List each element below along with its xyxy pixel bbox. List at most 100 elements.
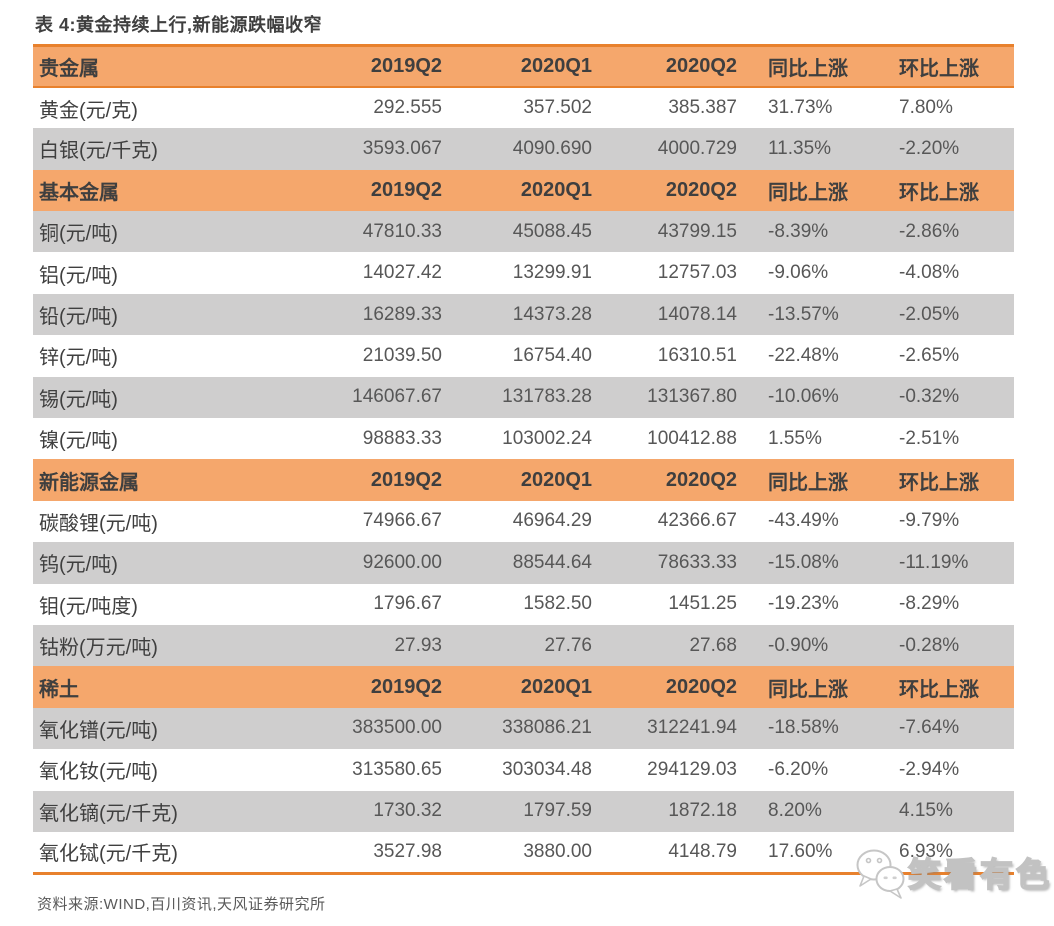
value-cell: -2.86% xyxy=(888,211,1014,253)
value-cell: 3593.067 xyxy=(337,128,443,170)
column-header: 环比上涨 xyxy=(888,666,1014,708)
value-cell: 103002.24 xyxy=(502,427,592,449)
value-cell: 13299.91 xyxy=(512,262,592,284)
value-cell: 4.15% xyxy=(888,790,1014,832)
value-cell: -2.05% xyxy=(888,293,1014,336)
value-cell: 3527.98 xyxy=(373,840,442,862)
column-header: 2019Q2 xyxy=(337,45,443,88)
section-header-row: 贵金属 2019Q2 2020Q1 2020Q2 同比上涨 环比上涨 xyxy=(33,45,1014,88)
watermark: 笑看有色 xyxy=(854,846,1052,902)
row-label-cell: 氧化镝(元/千克) xyxy=(33,790,337,832)
table-row: 钼(元/吨度) 1796.67 1582.50 1451.25 -19.23% -8.29… xyxy=(33,584,1014,625)
value-cell: 385.387 xyxy=(668,97,737,119)
value-cell: 88544.64 xyxy=(443,542,593,584)
value-cell: 313580.65 xyxy=(352,758,442,780)
column-header: 环比上涨 xyxy=(888,169,1014,212)
section-header-row: 基本金属 2019Q2 2020Q1 2020Q2 同比上涨 环比上涨 xyxy=(33,169,1014,212)
table-row: 铝(元/吨) 14027.42 13299.91 12757.03 -9.06% -4.0… xyxy=(33,252,1014,293)
table-row: 铜(元/吨) 47810.33 45088.45 43799.15 -8.39% -2.8… xyxy=(33,211,1014,253)
row-label-cell: 氧化铽(元/千克) xyxy=(39,843,178,866)
value-cell: -0.28% xyxy=(888,624,1014,667)
value-cell: -2.51% xyxy=(899,427,960,449)
value-cell: 1451.25 xyxy=(668,593,737,615)
table-row: 镍(元/吨) 98883.33 103002.24 100412.88 1.55% -2.… xyxy=(33,418,1014,459)
value-cell: 1730.32 xyxy=(337,790,443,832)
column-header: 2020Q2 xyxy=(593,459,738,501)
column-header: 同比上涨 xyxy=(738,45,888,88)
table-row: 氧化镝(元/千克) 1730.32 1797.59 1872.18 8.20% 4.15% xyxy=(33,790,1014,832)
column-header: 环比上涨 xyxy=(888,459,1014,501)
value-cell: 131783.28 xyxy=(443,376,593,419)
table-row: 锡(元/吨) 146067.67 131783.28 131367.80 -10.06%… xyxy=(33,376,1014,419)
column-header: 同比上涨 xyxy=(738,459,888,501)
value-cell: 42366.67 xyxy=(657,510,737,532)
value-cell: 146067.67 xyxy=(337,376,443,419)
value-cell: 1872.18 xyxy=(593,790,738,832)
column-header: 2019Q2 xyxy=(337,169,443,212)
value-cell: 14078.14 xyxy=(593,293,738,336)
value-cell: 78633.33 xyxy=(593,542,738,584)
value-cell: 7.80% xyxy=(899,97,953,119)
value-cell: -9.06% xyxy=(768,262,829,284)
value-cell: -43.49% xyxy=(768,510,839,532)
value-cell: 3880.00 xyxy=(523,840,592,862)
row-label-cell: 铜(元/吨) xyxy=(33,211,337,253)
value-cell: -2.94% xyxy=(899,758,960,780)
value-cell: 27.76 xyxy=(443,624,593,667)
row-label-cell: 氧化镨(元/吨) xyxy=(33,707,337,750)
column-header: 2020Q1 xyxy=(443,169,593,212)
section-title: 贵金属 xyxy=(33,45,337,88)
metal-price-table: 贵金属 2019Q2 2020Q1 2020Q2 同比上涨 环比上涨 黄金(元/克) 292.… xyxy=(33,44,1014,875)
row-label-cell: 钼(元/吨度) xyxy=(39,595,138,618)
row-label-cell: 氧化钕(元/吨) xyxy=(39,761,158,784)
value-cell: -7.64% xyxy=(888,707,1014,750)
section-header-row: 新能源金属 2019Q2 2020Q1 2020Q2 同比上涨 环比上涨 xyxy=(33,459,1014,501)
table-row: 黄金(元/克) 292.555 357.502 385.387 31.73% 7.80% xyxy=(33,87,1014,128)
value-cell: 27.68 xyxy=(593,624,738,667)
value-cell: 1582.50 xyxy=(523,593,592,615)
value-cell: -8.29% xyxy=(899,593,960,615)
column-header: 2020Q1 xyxy=(443,666,593,708)
value-cell: 4000.729 xyxy=(593,128,738,170)
value-cell: -11.19% xyxy=(888,542,1014,584)
column-header: 同比上涨 xyxy=(738,169,888,212)
value-cell: 17.60% xyxy=(768,840,833,862)
value-cell: -0.32% xyxy=(888,376,1014,419)
row-label-cell: 铝(元/吨) xyxy=(39,264,118,287)
value-cell: 383500.00 xyxy=(337,707,443,750)
row-label-cell: 镍(元/吨) xyxy=(39,430,118,453)
table-row: 氧化铽(元/千克) 3527.98 3880.00 4148.79 17.60% 6.93… xyxy=(33,832,1014,873)
value-cell: 21039.50 xyxy=(362,344,442,366)
table-row: 钨(元/吨) 92600.00 88544.64 78633.33 -15.08% -11… xyxy=(33,542,1014,584)
section-title: 基本金属 xyxy=(33,169,337,212)
value-cell: -22.48% xyxy=(768,344,839,366)
value-cell: 294129.03 xyxy=(647,758,737,780)
section-title: 稀土 xyxy=(33,666,337,708)
row-label-cell: 锡(元/吨) xyxy=(33,376,337,419)
row-label-cell: 钨(元/吨) xyxy=(33,542,337,584)
column-header: 同比上涨 xyxy=(738,666,888,708)
value-cell: 12757.03 xyxy=(657,262,737,284)
value-cell: 312241.94 xyxy=(593,707,738,750)
row-label-cell: 黄金(元/克) xyxy=(39,99,138,122)
value-cell: -15.08% xyxy=(738,542,888,584)
value-cell: -2.65% xyxy=(899,344,960,366)
value-cell: 43799.15 xyxy=(593,211,738,253)
value-cell: 11.35% xyxy=(738,128,888,170)
value-cell: 1.55% xyxy=(768,427,822,449)
value-cell: 14027.42 xyxy=(362,262,442,284)
value-cell: 45088.45 xyxy=(443,211,593,253)
row-label-cell: 白银(元/千克) xyxy=(33,128,337,170)
value-cell: 27.93 xyxy=(337,624,443,667)
value-cell: 8.20% xyxy=(738,790,888,832)
row-label-cell: 碳酸锂(元/吨) xyxy=(39,512,158,535)
value-cell: 16310.51 xyxy=(657,344,737,366)
value-cell: 292.555 xyxy=(373,97,442,119)
column-header: 2019Q2 xyxy=(337,459,443,501)
value-cell: 4148.79 xyxy=(668,840,737,862)
value-cell: 98883.33 xyxy=(362,427,442,449)
value-cell: 16289.33 xyxy=(337,293,443,336)
value-cell: -2.20% xyxy=(888,128,1014,170)
row-label-cell: 钴粉(万元/吨) xyxy=(33,624,337,667)
